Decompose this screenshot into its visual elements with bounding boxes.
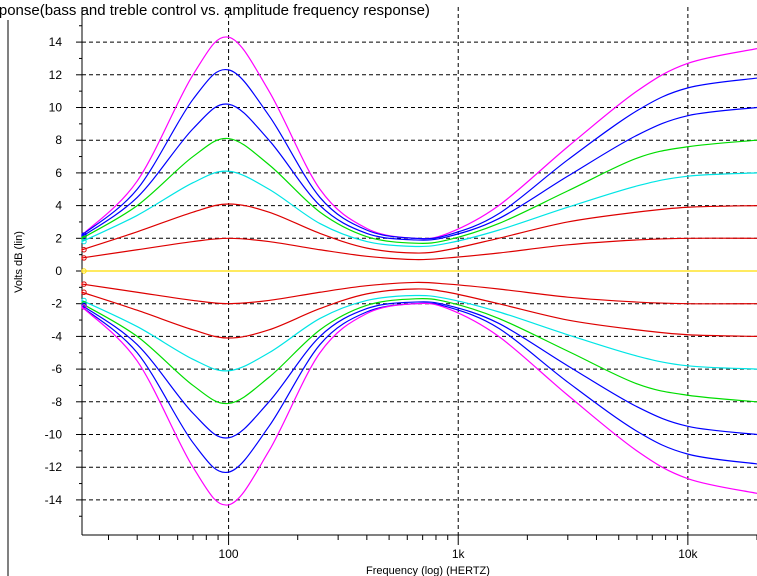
y-tick-labels: -14 -12 -10 -8 -6 -4 -2 0 2 4 6 8 10 12 14	[45, 35, 63, 507]
x-tick-labels: 100 1k 10k	[219, 547, 699, 561]
y-tick-label: 10	[49, 101, 63, 115]
grid-lines	[82, 7, 757, 535]
series-marker-9	[81, 281, 87, 287]
series-marker-5	[81, 238, 87, 245]
series-line-10	[81, 288, 757, 339]
series-marker-7	[81, 255, 87, 261]
series-marker-8	[81, 268, 87, 274]
y-tick-label: -8	[51, 395, 62, 409]
y-tick-label: -2	[51, 297, 62, 311]
series-line-15	[81, 302, 757, 506]
series-marker-13	[81, 302, 87, 309]
series-marker-12	[81, 301, 87, 307]
series-line-12	[81, 298, 757, 405]
series-marker-3	[81, 233, 87, 240]
series-marker-11	[81, 297, 87, 304]
series-line-13	[81, 301, 757, 439]
y-tick-label: -6	[51, 362, 62, 376]
series-marker-10	[81, 289, 87, 295]
x-tick-label: 100	[219, 547, 239, 561]
series-line-2	[81, 68, 757, 240]
series-line-14	[81, 302, 757, 474]
y-tick-label: -4	[51, 329, 62, 343]
x-tick-label: 1k	[452, 547, 466, 561]
y-tick-label: 6	[55, 166, 62, 180]
x-tick-label: 10k	[678, 547, 698, 561]
series-line-7	[81, 237, 757, 261]
series-line-6	[81, 203, 757, 254]
y-tick-label: 2	[55, 231, 62, 245]
chart-title: ac response(bass and treble control vs. …	[0, 2, 430, 19]
series-line-9	[81, 281, 757, 305]
y-tick-label: 0	[55, 264, 62, 278]
series-line-3	[81, 103, 757, 241]
series-line-1	[81, 36, 757, 240]
y-tick-label: 12	[49, 68, 63, 82]
series-line-4	[81, 137, 757, 244]
series-marker-6	[81, 247, 87, 253]
y-tick-label: 4	[55, 199, 62, 213]
y-tick-label: -10	[45, 428, 63, 442]
y-tick-label: 8	[55, 133, 62, 147]
x-axis-label: Frequency (log) (HERTZ)	[366, 565, 490, 576]
y-tick-label: -12	[45, 460, 63, 474]
series-marker-15	[81, 304, 87, 310]
y-tick-label: -14	[45, 493, 63, 507]
y-tick-label: 14	[49, 35, 63, 49]
y-axis-label: Volts dB (lin)	[13, 231, 25, 293]
series-line-5	[81, 170, 757, 248]
series-lines	[81, 36, 757, 506]
series-line-11	[81, 294, 757, 372]
axes	[7, 7, 757, 576]
